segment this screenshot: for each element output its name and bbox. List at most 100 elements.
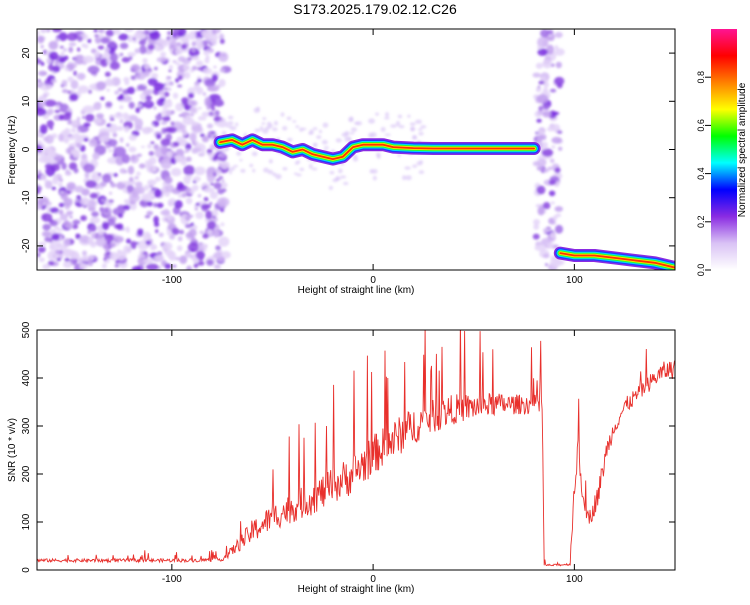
spectrogram-x-label: Height of straight line (km) (298, 285, 415, 296)
noise-blob (93, 74, 97, 77)
noise-blob (554, 45, 559, 50)
noise-blob (173, 141, 180, 147)
noise-blob (39, 124, 48, 135)
noise-blob (59, 57, 66, 64)
noise-blob (69, 250, 80, 260)
figure-title: S173.2025.179.02.12.C26 (293, 1, 457, 17)
noise-blob (149, 185, 154, 188)
noise-blob (47, 111, 51, 116)
noise-blob (147, 190, 155, 196)
noise-blob (156, 202, 164, 209)
noise-blob (202, 67, 212, 75)
noise-blob (155, 176, 161, 182)
noise-blob (182, 116, 195, 126)
noise-blob (52, 176, 59, 185)
noise-blob (218, 51, 229, 63)
noise-blob (555, 61, 562, 69)
noise-blob (145, 95, 152, 101)
noise-blob (405, 175, 412, 181)
noise-blob (130, 154, 139, 164)
noise-blob (64, 138, 69, 144)
spectrogram-noise (37, 29, 565, 270)
noise-blob (166, 150, 173, 158)
noise-blob (82, 55, 95, 63)
noise-blob (191, 41, 196, 47)
noise-blob (83, 122, 91, 127)
noise-blob (84, 171, 90, 179)
noise-blob (532, 233, 540, 240)
noise-blob (395, 120, 401, 127)
noise-blob (129, 176, 134, 182)
noise-blob (69, 257, 78, 266)
noise-blob (104, 233, 114, 243)
noise-blob (554, 48, 565, 56)
noise-blob (136, 153, 143, 157)
ridge-line (219, 139, 535, 160)
noise-blob (37, 82, 41, 86)
noise-blob (183, 64, 191, 71)
noise-blob (412, 135, 417, 139)
noise-blob (42, 202, 46, 206)
noise-blob (335, 138, 342, 143)
noise-blob (417, 128, 423, 131)
noise-blob (308, 163, 313, 169)
noise-blob (87, 236, 94, 243)
noise-blob (40, 174, 47, 181)
noise-blob (181, 192, 187, 198)
noise-blob (187, 57, 192, 61)
noise-blob (217, 197, 230, 207)
noise-blob (181, 128, 188, 136)
noise-blob (50, 79, 57, 83)
noise-blob (128, 56, 133, 61)
noise-blob (93, 255, 97, 260)
noise-blob (184, 33, 190, 40)
noise-blob (272, 172, 277, 177)
noise-blob (51, 186, 56, 191)
noise-blob (49, 220, 58, 227)
noise-blob (296, 173, 302, 177)
noise-blob (145, 196, 148, 200)
noise-blob (195, 37, 203, 47)
noise-blob (533, 224, 540, 230)
noise-blob (185, 197, 193, 205)
noise-blob (534, 244, 547, 252)
noise-blob (286, 116, 292, 121)
noise-blob (556, 130, 563, 134)
noise-blob (299, 167, 305, 172)
noise-blob (77, 129, 81, 133)
noise-blob (206, 148, 213, 154)
noise-blob (197, 115, 204, 121)
noise-blob (295, 125, 300, 129)
noise-blob (40, 29, 48, 33)
noise-blob (302, 127, 307, 131)
noise-blob (95, 237, 107, 247)
noise-blob (546, 242, 555, 249)
noise-blob (547, 166, 553, 170)
noise-blob (159, 96, 166, 103)
noise-blob (151, 123, 155, 127)
noise-blob (76, 142, 82, 149)
snr-line (37, 330, 675, 567)
noise-blob (81, 255, 90, 262)
noise-blob (37, 31, 40, 36)
y-tick-label: 500 (21, 321, 32, 338)
noise-blob (287, 137, 293, 142)
noise-blob (45, 146, 53, 154)
noise-blob (175, 256, 181, 261)
noise-blob (64, 257, 70, 262)
noise-blob (221, 188, 227, 193)
noise-blob (127, 35, 133, 43)
noise-blob (59, 45, 64, 49)
noise-blob (93, 29, 98, 33)
noise-blob (37, 185, 42, 192)
noise-blob (261, 122, 266, 125)
noise-blob (49, 126, 54, 130)
noise-blob (170, 167, 182, 177)
noise-blob (554, 76, 565, 86)
noise-blob (193, 176, 201, 182)
noise-blob (41, 231, 52, 238)
noise-blob (551, 145, 556, 149)
noise-blob (40, 61, 45, 66)
noise-blob (91, 211, 99, 217)
